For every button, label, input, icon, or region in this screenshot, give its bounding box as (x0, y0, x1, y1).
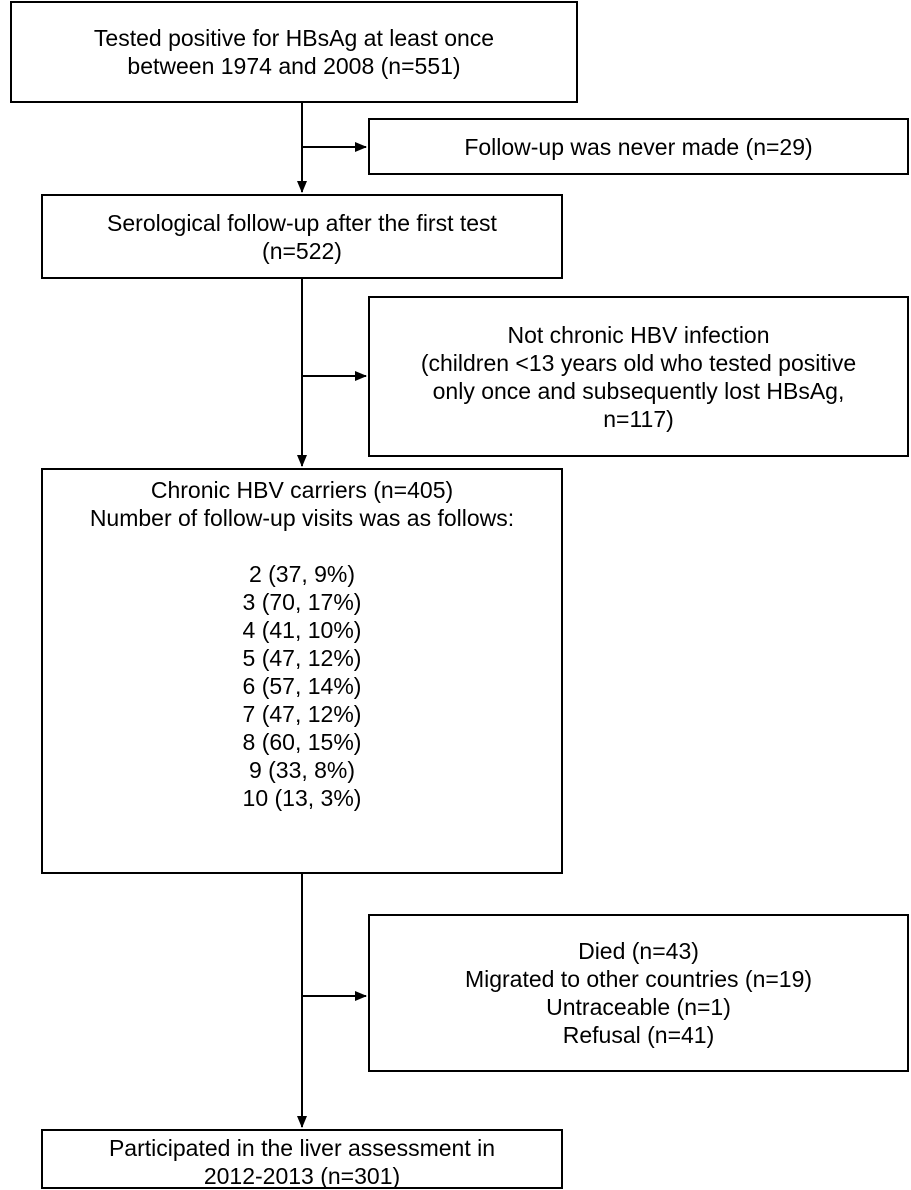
visit-row: 10 (13, 3%) (242, 785, 362, 811)
box-excluded: Died (n=43) Migrated to other countries … (368, 914, 909, 1072)
serological-line-2: (n=522) (262, 237, 342, 264)
not-chronic-line-1: Not chronic HBV infection (507, 321, 770, 348)
box-chronic-carriers: Chronic HBV carriers (n=405) Number of f… (41, 468, 563, 874)
not-chronic-line-4: n=117) (603, 405, 674, 432)
visit-row: 4 (41, 10%) (242, 617, 362, 643)
box-no-follow-up: Follow-up was never made (n=29) (368, 118, 909, 175)
not-chronic-line-3: only once and subsequently lost HBsAg, (432, 377, 845, 404)
serological-line-1: Serological follow-up after the first te… (107, 209, 497, 236)
excluded-line-3: Untraceable (n=1) (546, 994, 731, 1020)
visit-row: 2 (37, 9%) (248, 561, 356, 587)
visit-row: 7 (47, 12%) (242, 701, 362, 727)
box-tested-positive: Tested positive for HBsAg at least once … (10, 1, 578, 103)
chronic-line-2: Number of follow-up visits was as follow… (89, 505, 515, 531)
participated-line-2: 2012-2013 (n=301) (203, 1163, 401, 1189)
not-chronic-line-2: (children <13 years old who tested posit… (420, 349, 857, 376)
box-serological-follow-up: Serological follow-up after the first te… (41, 194, 563, 279)
visit-row: 9 (33, 8%) (248, 757, 356, 783)
visit-row: 5 (47, 12%) (242, 645, 362, 671)
tested-positive-line-1: Tested positive for HBsAg at least once (93, 25, 495, 51)
tested-positive-line-2: between 1974 and 2008 (n=551) (127, 53, 461, 79)
box-participated: Participated in the liver assessment in … (41, 1129, 563, 1189)
no-follow-up-line-1: Follow-up was never made (n=29) (464, 133, 813, 160)
box-not-chronic: Not chronic HBV infection (children <13 … (368, 296, 909, 457)
excluded-line-4: Refusal (n=41) (562, 1022, 715, 1048)
visit-row: 8 (60, 15%) (242, 729, 362, 755)
chronic-line-1: Chronic HBV carriers (n=405) (150, 477, 454, 503)
excluded-line-1: Died (n=43) (578, 938, 699, 964)
participated-line-1: Participated in the liver assessment in (108, 1135, 496, 1161)
visit-row: 6 (57, 14%) (242, 673, 362, 699)
visit-row: 3 (70, 17%) (242, 589, 362, 615)
excluded-line-2: Migrated to other countries (n=19) (464, 966, 813, 992)
